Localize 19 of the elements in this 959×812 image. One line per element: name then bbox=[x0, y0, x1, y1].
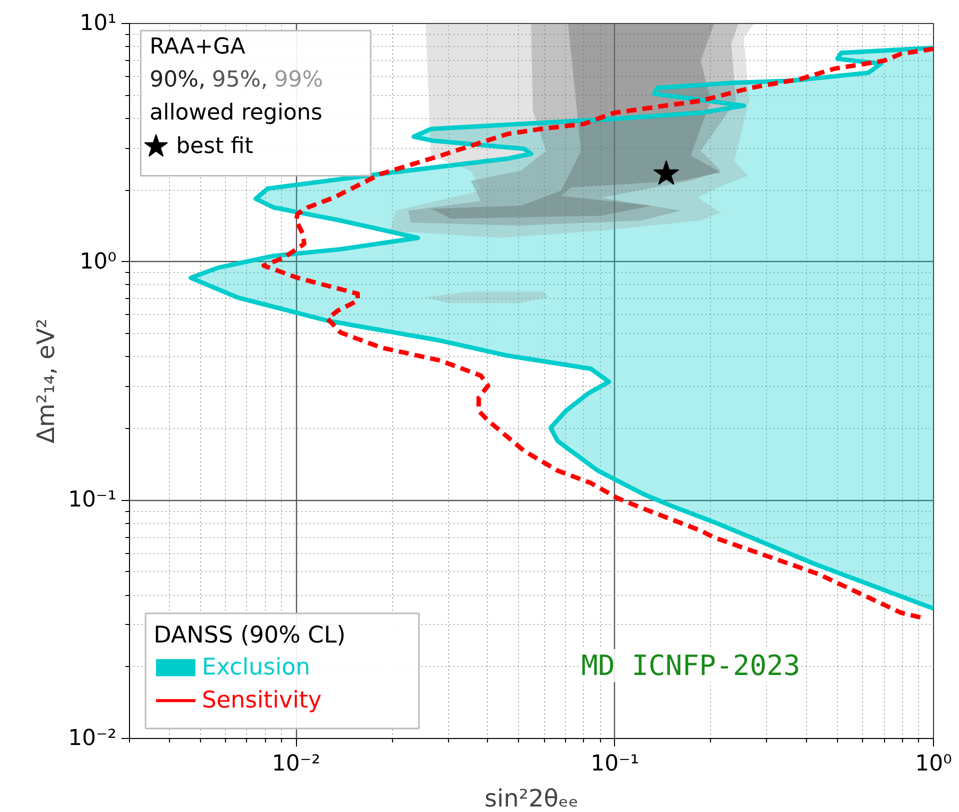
y-axis-title: Δm²₁₄, eV² bbox=[32, 318, 60, 444]
x-axis-title: sin²2θₑₑ bbox=[484, 784, 578, 812]
x-tick-label: 10⁻² bbox=[272, 752, 320, 776]
legend-label: best fit bbox=[176, 134, 254, 159]
y-tick-label: 10⁻¹ bbox=[68, 488, 117, 513]
text: 99% bbox=[274, 67, 324, 92]
text: 95%, bbox=[212, 67, 268, 92]
x-tick-label: 10⁰ bbox=[915, 752, 952, 776]
y-tick-label: 10⁰ bbox=[80, 249, 117, 274]
legend-label: Sensitivity bbox=[202, 688, 322, 714]
legend-title: DANSS (90% CL) bbox=[154, 622, 346, 649]
annotation: MD ICNFP-2023 bbox=[581, 649, 800, 682]
y-tick-label: 10⁻² bbox=[68, 726, 117, 751]
x-tick-label: 10⁻¹ bbox=[590, 752, 640, 776]
text: 90%, bbox=[150, 67, 206, 92]
legend-label: Exclusion bbox=[202, 654, 310, 681]
annotation: allowed regions bbox=[150, 100, 322, 126]
y-tick-label: 10¹ bbox=[80, 11, 117, 36]
annotation: RAA+GA bbox=[150, 34, 246, 60]
